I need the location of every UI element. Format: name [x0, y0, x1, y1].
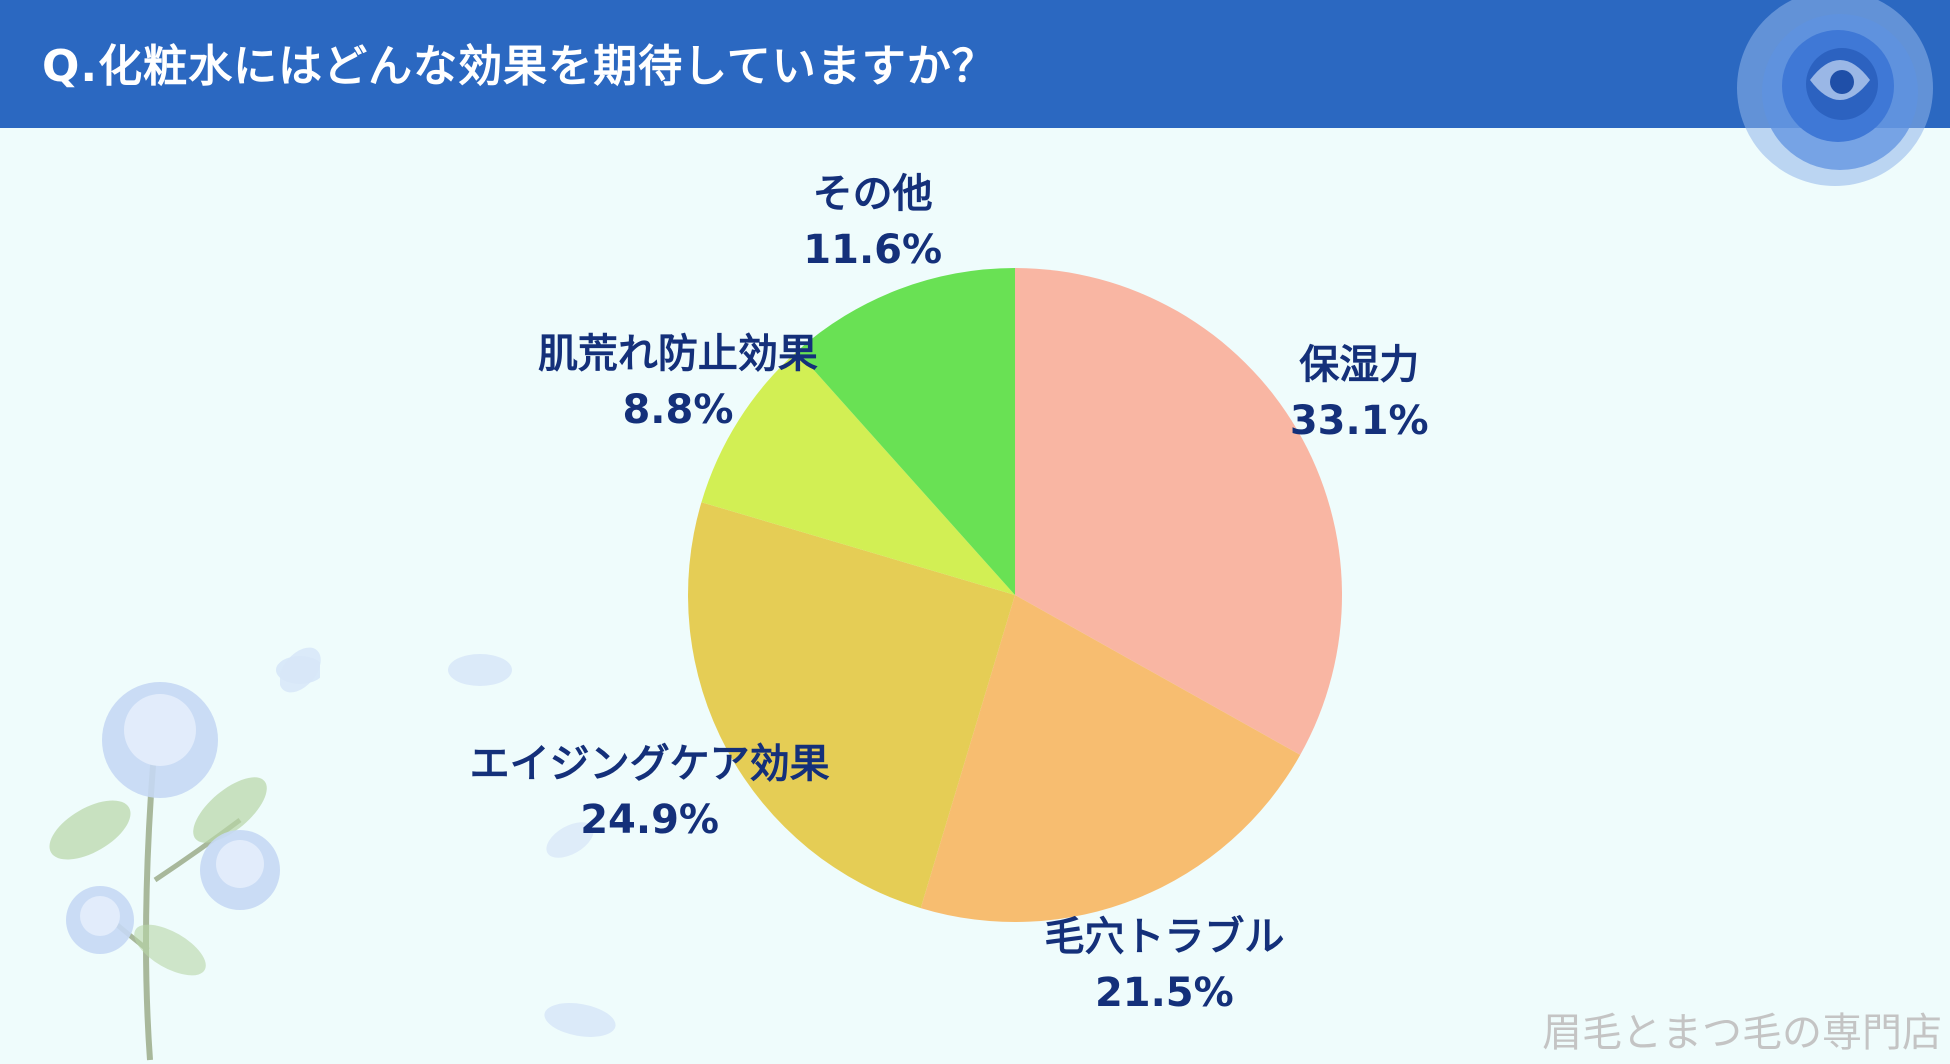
slice-label-percent: 24.9%	[580, 797, 719, 844]
slice-label-percent: 33.1%	[1289, 398, 1429, 445]
shop-watermark: 眉毛とまつ毛の専門店	[1542, 1010, 1942, 1056]
pie-slice-3	[701, 351, 1015, 595]
slice-label-0: 保湿力 33.1%	[1290, 337, 1429, 449]
slice-label-name: 保湿力	[1299, 342, 1420, 389]
slice-label-1: 毛穴トラブル 21.5%	[1044, 909, 1284, 1021]
pie-slice-1	[920, 595, 1301, 922]
slice-label-name: その他	[812, 171, 933, 218]
slice-label-2: エイジングケア効果 24.9%	[470, 736, 830, 848]
page-title: Q.化粧水にはどんな効果を期待していますか？	[42, 41, 997, 92]
slice-label-percent: 8.8%	[622, 386, 734, 433]
rose-decoration-top-right	[1737, 0, 1933, 186]
slice-label-3: 肌荒れ防止効果 8.8%	[538, 326, 818, 438]
pie-slice-0	[1015, 268, 1342, 755]
pie-chart	[688, 268, 1342, 922]
slice-label-4: その他 11.6%	[803, 166, 942, 278]
pie-slice-4	[797, 268, 1015, 595]
slice-label-percent: 11.6%	[803, 227, 943, 274]
petal-decorations	[280, 647, 616, 1037]
slice-label-name: 毛穴トラブル	[1044, 913, 1285, 960]
header-bar: Q.化粧水にはどんな効果を期待していますか？	[0, 0, 1950, 128]
slice-label-name: エイジングケア効果	[469, 741, 830, 788]
rose-decoration-bottom-left	[49, 656, 320, 1061]
slice-label-percent: 21.5%	[1094, 969, 1234, 1016]
slice-label-name: 肌荒れ防止効果	[537, 330, 818, 377]
pie-slice-2	[688, 502, 1015, 909]
